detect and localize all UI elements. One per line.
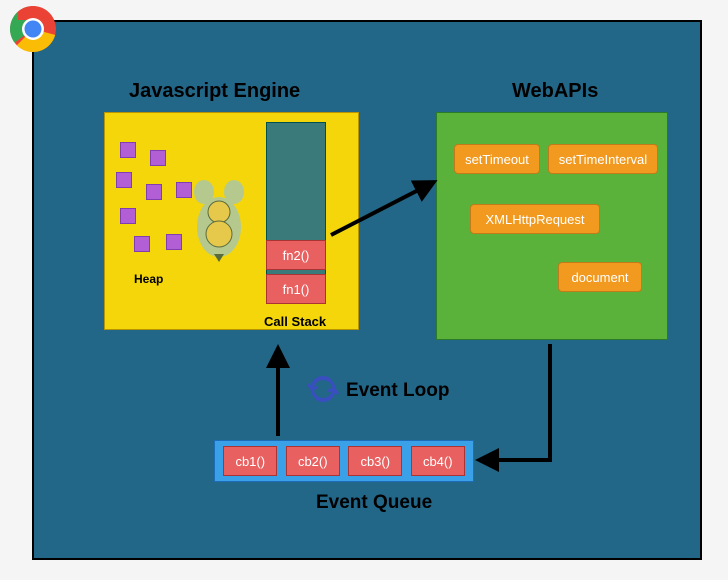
arrows-layer [34,22,704,562]
runtime-diagram: Javascript Engine Heap fn2()fn1() Call S… [32,20,702,560]
chrome-logo-icon [8,4,58,54]
arrow-stack-to-webapis [331,182,434,235]
arrow-webapis-to-queue [479,344,550,460]
